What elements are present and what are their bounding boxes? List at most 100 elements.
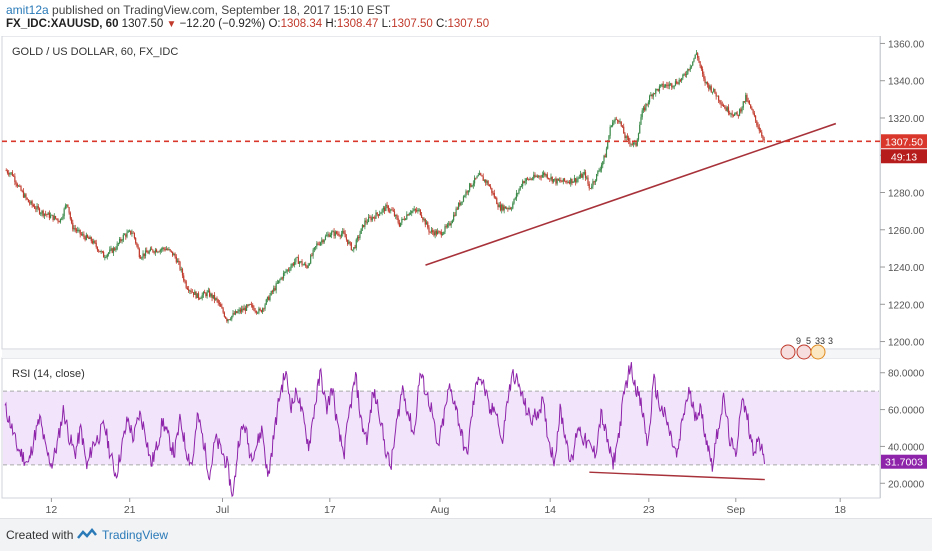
rsi-value-tag	[881, 454, 927, 469]
candle-body	[221, 306, 223, 309]
candle-body	[625, 136, 627, 138]
candle-body	[471, 185, 473, 187]
candle-body	[126, 232, 128, 237]
candle-body	[481, 175, 483, 177]
flag-icon[interactable]	[780, 344, 796, 360]
candle-body	[265, 299, 267, 305]
candle-body	[409, 212, 412, 214]
candle-body	[470, 183, 472, 187]
high-label: H:	[325, 18, 337, 30]
candle-body	[678, 79, 680, 84]
candle-body	[582, 173, 584, 178]
candle-body	[472, 183, 474, 186]
candle-body	[52, 214, 54, 220]
candle-body	[710, 86, 712, 92]
candle-body	[584, 172, 587, 178]
last-price: 1307.50	[121, 18, 164, 30]
candle-body	[204, 292, 206, 294]
event-badges[interactable]: 9 5 33 3	[780, 336, 833, 360]
candle-body	[669, 83, 672, 85]
price-change: −12.20 (−0.92%)	[179, 18, 266, 30]
candle-body	[539, 175, 541, 177]
candle-body	[460, 201, 462, 206]
pane-separator[interactable]	[2, 350, 880, 358]
candle-body	[379, 213, 381, 216]
candle-body	[98, 250, 100, 252]
candle-body	[229, 319, 232, 321]
candle-body	[258, 308, 260, 313]
candle-body	[763, 139, 765, 141]
candle-body	[176, 260, 179, 263]
candle-body	[559, 180, 561, 181]
candle-body	[78, 229, 80, 231]
candle-body	[701, 69, 704, 75]
candle-body	[133, 232, 136, 238]
candle-body	[657, 88, 659, 91]
candle-body	[194, 291, 196, 295]
candle-body	[507, 208, 509, 209]
candle-body	[58, 221, 60, 223]
candle-body	[370, 217, 372, 221]
candle-body	[289, 269, 291, 271]
candle-body	[683, 74, 685, 76]
candle-body	[117, 243, 119, 244]
candle-body	[714, 89, 716, 94]
low-label: L:	[381, 18, 392, 30]
candle-body	[243, 307, 245, 311]
candle-body	[581, 174, 583, 178]
flag-icon[interactable]	[810, 344, 826, 360]
candle-body	[573, 178, 576, 182]
candle-body	[741, 107, 743, 112]
overlay-layer: 1307.50 49:13	[2, 122, 927, 266]
time-tick-label: Sep	[726, 504, 745, 516]
author-link[interactable]: amit12a	[6, 3, 49, 17]
candle-body	[555, 178, 557, 184]
candle-body	[142, 253, 144, 258]
candle-body	[619, 121, 621, 123]
candle-body	[473, 177, 476, 184]
flag-icon[interactable]	[796, 344, 812, 360]
candle-body	[740, 109, 742, 112]
candle-body	[345, 237, 348, 240]
candle-body	[188, 289, 190, 291]
candle-body	[385, 204, 387, 212]
candle-body	[314, 246, 317, 248]
candle-body	[261, 308, 264, 313]
candle-body	[206, 291, 208, 297]
candle-body	[80, 234, 83, 235]
candle-body	[340, 233, 343, 237]
candle-body	[747, 100, 749, 102]
candle-body	[148, 251, 150, 254]
candle-body	[308, 263, 311, 265]
candle-body	[692, 61, 694, 66]
candle-body	[404, 219, 407, 220]
candle-body	[651, 94, 653, 97]
candle-body	[593, 181, 595, 183]
tradingview-link[interactable]: TradingView	[102, 528, 169, 542]
candle-body	[401, 219, 403, 223]
chart-area[interactable]: 1360.001340.001320.001300.001280.001260.…	[0, 36, 932, 518]
time-tick-label: 21	[124, 504, 136, 516]
candle-body	[244, 307, 246, 311]
candle-body	[279, 279, 281, 281]
high-value: 1308.47	[336, 18, 379, 30]
candle-body	[700, 65, 702, 70]
candle-body	[172, 251, 174, 256]
candle-body	[343, 230, 345, 234]
candle-body	[462, 196, 465, 202]
candle-body	[333, 231, 335, 236]
candle-body	[238, 309, 240, 312]
candle-body	[674, 81, 677, 86]
candle-body	[432, 230, 434, 233]
candle-body	[427, 222, 429, 228]
candle-body	[56, 218, 58, 220]
candle-body	[67, 204, 69, 208]
candle-body	[671, 83, 673, 88]
candle-body	[234, 311, 237, 315]
candle-body	[641, 110, 643, 118]
candle-body	[13, 175, 15, 177]
candle-body	[381, 209, 383, 213]
candle-body	[485, 179, 487, 183]
rsi-line	[4, 362, 765, 498]
candle-body	[138, 249, 140, 258]
